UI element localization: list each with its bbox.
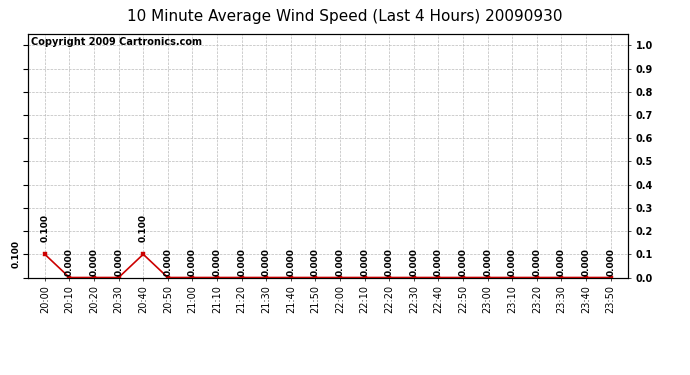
Text: 0.000: 0.000 [508, 248, 517, 276]
Text: 0.000: 0.000 [65, 248, 74, 276]
Text: 0.000: 0.000 [459, 248, 468, 276]
Text: 0.000: 0.000 [385, 248, 394, 276]
Text: 0.000: 0.000 [483, 248, 492, 276]
Text: 0.000: 0.000 [311, 248, 320, 276]
Text: 0.000: 0.000 [360, 248, 369, 276]
Text: 0.100: 0.100 [12, 240, 21, 268]
Text: 0.000: 0.000 [434, 248, 443, 276]
Text: 0.000: 0.000 [213, 248, 221, 276]
Text: Copyright 2009 Cartronics.com: Copyright 2009 Cartronics.com [30, 38, 201, 47]
Text: 0.000: 0.000 [188, 248, 197, 276]
Text: 0.100: 0.100 [40, 213, 49, 242]
Text: 0.000: 0.000 [557, 248, 566, 276]
Text: 0.000: 0.000 [582, 248, 591, 276]
Text: 0.000: 0.000 [335, 248, 344, 276]
Text: 0.000: 0.000 [164, 248, 172, 276]
Text: 0.000: 0.000 [237, 248, 246, 276]
Text: 0.000: 0.000 [607, 248, 615, 276]
Text: 0.000: 0.000 [409, 248, 418, 276]
Text: 0.100: 0.100 [139, 213, 148, 242]
Text: 0.000: 0.000 [533, 248, 542, 276]
Text: 0.000: 0.000 [90, 248, 99, 276]
Text: 0.000: 0.000 [262, 248, 270, 276]
Text: 10 Minute Average Wind Speed (Last 4 Hours) 20090930: 10 Minute Average Wind Speed (Last 4 Hou… [127, 9, 563, 24]
Text: 0.000: 0.000 [286, 248, 295, 276]
Text: 0.000: 0.000 [114, 248, 123, 276]
